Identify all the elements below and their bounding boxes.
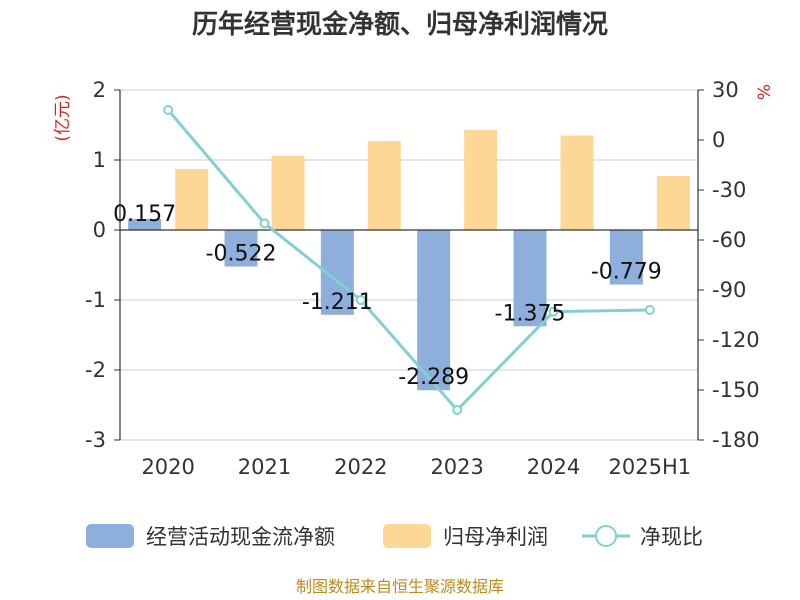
net-profit-bar (560, 135, 594, 230)
x-tick-label: 2021 (238, 455, 291, 479)
ratio-line (163, 105, 655, 415)
y-right-tick-label: -180 (712, 428, 760, 452)
net-profit-bar (367, 141, 401, 230)
x-tick-label: 2025H1 (609, 455, 692, 479)
y-right-label: % (755, 84, 775, 100)
axes (114, 89, 704, 441)
legend-label-ratio: 净现比 (640, 525, 703, 549)
cashflow-bar (417, 230, 451, 391)
legend-swatch-cashflow (86, 524, 134, 548)
legend-label-profit: 归母净利润 (443, 525, 548, 549)
cashflow-bar (224, 230, 258, 267)
y-left-label: (亿元) (53, 94, 73, 141)
y-right-tick-label: -150 (712, 378, 760, 402)
chart-title: 历年经营现金净额、归母净利润情况 (192, 9, 608, 40)
x-tick-label: 2023 (430, 455, 483, 479)
legend-label-cashflow: 经营活动现金流净额 (146, 525, 335, 549)
y-left-tick-label: -3 (85, 428, 106, 452)
legend-swatch-ratio-point (595, 525, 617, 547)
ratio-line-path (167, 109, 650, 413)
net-profit-bar (271, 155, 305, 230)
y-right-tick-label: -90 (712, 278, 746, 302)
y-right-tick-label: -30 (712, 178, 746, 202)
y-left-tick-label: 2 (93, 78, 106, 102)
y-left-tick-label: -1 (85, 288, 106, 312)
cashflow-data-label: -0.522 (206, 242, 277, 267)
x-tick-label: 2022 (334, 455, 387, 479)
bars (128, 129, 690, 391)
x-tick-label: 2024 (527, 455, 580, 479)
cashflow-bar (128, 219, 162, 230)
net-profit-bar (464, 129, 498, 230)
cashflow-data-label: -0.779 (591, 260, 662, 285)
x-tick-label: 2020 (141, 455, 194, 479)
y-right-tick-label: -60 (712, 228, 746, 252)
ratio-point (259, 218, 270, 229)
legend-swatch-profit (383, 524, 431, 548)
y-left-tick-label: -2 (85, 358, 106, 382)
y-left-tick-label: 1 (93, 148, 106, 172)
cashflow-bar (609, 230, 643, 285)
cashflow-data-label: -1.211 (302, 290, 373, 315)
ratio-point (452, 405, 463, 415)
y-right-tick-label: -120 (712, 328, 760, 352)
data-labels: 0.157 -0.522 -1.211 -2.289 -1.375 -0.779 (113, 202, 662, 390)
ratio-point (163, 105, 174, 115)
legend: 经营活动现金流净额 归母净利润 净现比 (86, 524, 703, 549)
cashflow-bar (513, 230, 547, 327)
cashflow-data-label: -1.375 (495, 301, 566, 326)
cashflow-data-label: 0.157 (113, 202, 176, 227)
source-note: 制图数据来自恒生聚源数据库 (296, 577, 504, 596)
ratio-point (644, 305, 655, 315)
net-profit-bar (656, 176, 690, 230)
y-left-tick-label: 0 (93, 218, 106, 242)
cashflow-data-label: -2.289 (398, 365, 469, 390)
y-right-tick-label: 0 (712, 128, 725, 152)
net-profit-bar (175, 169, 209, 230)
ratio-point (548, 306, 559, 317)
tick-labels: 2 1 0 -1 -2 -3 30 0 -30 -60 -90 -120 -150 -180 2020 202… (85, 78, 760, 479)
y-right-tick-label: 30 (712, 78, 739, 102)
ratio-point (355, 295, 366, 305)
